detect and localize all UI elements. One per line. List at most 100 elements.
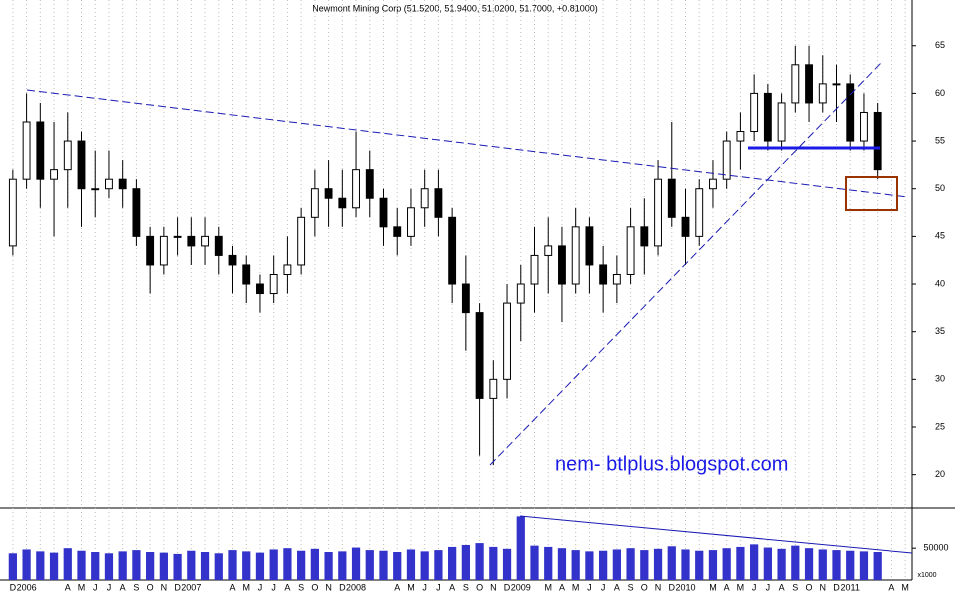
volume-bar xyxy=(187,550,196,580)
volume-bar xyxy=(269,549,278,580)
candle-body xyxy=(379,197,388,228)
x-tick-label: N xyxy=(820,582,827,592)
chart-title: Newmont Mining Corp (51.5200, 51.9400, 5… xyxy=(312,3,597,13)
candle-body xyxy=(159,235,168,266)
x-tick-label: J xyxy=(107,582,112,592)
candle-body xyxy=(695,188,704,237)
volume-tick-label: 50000 xyxy=(923,543,948,553)
candle-body xyxy=(860,111,868,142)
volume-bar xyxy=(667,546,676,580)
volume-bar xyxy=(818,549,827,580)
x-tick-label: S xyxy=(628,582,634,592)
volume-bar xyxy=(859,551,869,580)
volume-bar xyxy=(255,552,265,580)
candle-body xyxy=(146,235,155,266)
x-tick-label: D xyxy=(504,582,511,592)
x-tick-label: N xyxy=(655,582,662,592)
volume-bar xyxy=(49,552,59,580)
x-tick-label: A xyxy=(120,582,126,592)
candle-body xyxy=(338,197,347,209)
candle-body xyxy=(173,235,182,238)
support-line xyxy=(489,61,883,466)
candle-body xyxy=(324,188,333,199)
candle-body xyxy=(132,188,141,237)
candle-body xyxy=(681,216,690,237)
x-tick-label: M xyxy=(544,582,552,592)
volume-bar xyxy=(132,550,141,580)
candle-body xyxy=(365,169,374,199)
volume-bar xyxy=(228,550,237,580)
volume-bar xyxy=(393,552,402,580)
volume-bar xyxy=(200,552,210,580)
y-tick-label: 25 xyxy=(935,421,945,431)
x-tick-label: M xyxy=(407,582,415,592)
volume-bar xyxy=(8,553,17,580)
volume-bar xyxy=(557,548,567,580)
candle-body xyxy=(530,254,539,285)
volume-bar xyxy=(448,546,457,580)
volume-bar xyxy=(22,549,31,580)
candle-body xyxy=(36,121,45,180)
candle-body xyxy=(187,235,196,247)
volume-bar xyxy=(791,545,800,580)
volume-trendline xyxy=(519,515,913,554)
volume-bar xyxy=(736,546,745,580)
x-tick-label: N xyxy=(325,582,332,592)
x-tick-label: S xyxy=(463,582,469,592)
x-tick-label: A xyxy=(284,582,290,592)
volume-bar xyxy=(324,552,333,580)
volume-bar xyxy=(516,516,525,580)
volume-bar xyxy=(310,548,319,580)
candle-body xyxy=(22,121,31,180)
volume-bar xyxy=(434,550,443,580)
candle-body xyxy=(118,178,127,190)
candle-body xyxy=(654,178,662,247)
volume-bar xyxy=(804,548,814,580)
x-tick-label: A xyxy=(65,582,71,592)
volume-bar xyxy=(612,549,621,580)
candle-body xyxy=(91,188,100,191)
volume-bar xyxy=(365,550,374,580)
x-tick-label: J xyxy=(587,582,592,592)
trendlines xyxy=(26,61,913,554)
volume-bar xyxy=(351,547,361,580)
candle-body xyxy=(228,254,237,266)
y-tick-label: 35 xyxy=(935,326,945,336)
volume-bar xyxy=(530,545,539,580)
candle-body xyxy=(489,378,498,399)
volume-bar xyxy=(722,548,731,580)
candle-body xyxy=(585,226,594,266)
volume-bar xyxy=(502,548,512,580)
x-tick-label: O xyxy=(641,582,648,592)
x-tick-label: J xyxy=(766,582,771,592)
candle-body xyxy=(407,207,415,237)
candle-body xyxy=(310,188,319,218)
highlight-box xyxy=(845,176,898,211)
candle-body xyxy=(846,83,855,142)
x-tick-label: A xyxy=(724,582,730,592)
candle-body xyxy=(873,111,882,171)
y-tick-label: 65 xyxy=(935,40,945,50)
y-tick-label: 45 xyxy=(935,231,945,241)
x-tick-label: O xyxy=(311,582,318,592)
candle-body xyxy=(709,178,717,190)
volume-bar xyxy=(695,550,704,580)
volume-unit: x1000 xyxy=(917,572,936,579)
volume-bar xyxy=(708,550,718,580)
x-tick-label: O xyxy=(806,582,813,592)
x-tick-label: O xyxy=(147,582,154,592)
volume-bar xyxy=(297,550,306,580)
candle-body xyxy=(791,64,800,104)
candle-body xyxy=(503,302,511,380)
candle-body xyxy=(448,216,457,285)
candle-body xyxy=(516,283,525,304)
x-tick-label: M xyxy=(737,582,745,592)
x-tick-label: N xyxy=(161,582,168,592)
volume-bar xyxy=(104,553,114,580)
volume-bar xyxy=(214,553,223,580)
candle-body xyxy=(750,92,759,133)
x-tick-label: A xyxy=(888,582,894,592)
x-tick-label: D xyxy=(10,582,17,592)
candle-body xyxy=(475,312,484,399)
candle-body xyxy=(805,64,813,104)
